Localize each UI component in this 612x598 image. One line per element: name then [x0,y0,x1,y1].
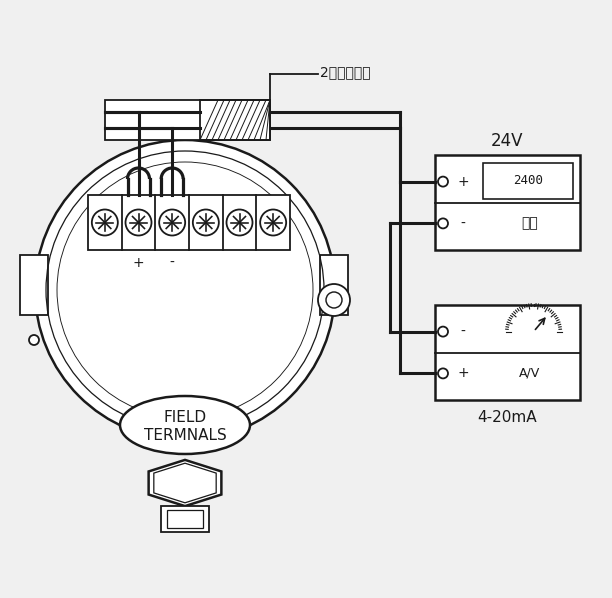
Text: A/V: A/V [518,367,540,380]
Circle shape [92,209,118,236]
Circle shape [35,140,335,440]
Text: 2线不分极性: 2线不分极性 [320,65,371,79]
Text: -: - [170,256,174,270]
Circle shape [318,284,350,316]
Circle shape [438,218,448,228]
Text: +: + [457,367,469,380]
Bar [435,155,580,250]
Text: TERMNALS: TERMNALS [144,428,226,443]
Bar [320,255,348,315]
Bar [167,510,203,528]
Circle shape [438,368,448,379]
Text: 电源: 电源 [521,216,537,230]
Polygon shape [149,460,222,506]
Circle shape [260,209,286,236]
Circle shape [193,209,219,236]
Circle shape [438,176,448,187]
Bar [435,305,580,400]
Text: +: + [457,175,469,188]
Ellipse shape [120,396,250,454]
Circle shape [125,209,152,236]
Text: 4-20mA: 4-20mA [478,410,537,426]
Text: -: - [461,325,466,338]
Bar [161,506,209,532]
Text: -: - [461,216,466,230]
Text: FIELD: FIELD [163,410,207,426]
Circle shape [29,335,39,345]
Text: 2400: 2400 [513,174,543,187]
Bar [483,163,573,199]
Circle shape [159,209,185,236]
Bar [88,195,290,250]
Text: 24V: 24V [491,132,524,150]
Bar [20,255,48,315]
Circle shape [226,209,253,236]
Text: +: + [133,256,144,270]
Bar [105,100,270,140]
Circle shape [438,327,448,337]
Bar [200,100,270,140]
